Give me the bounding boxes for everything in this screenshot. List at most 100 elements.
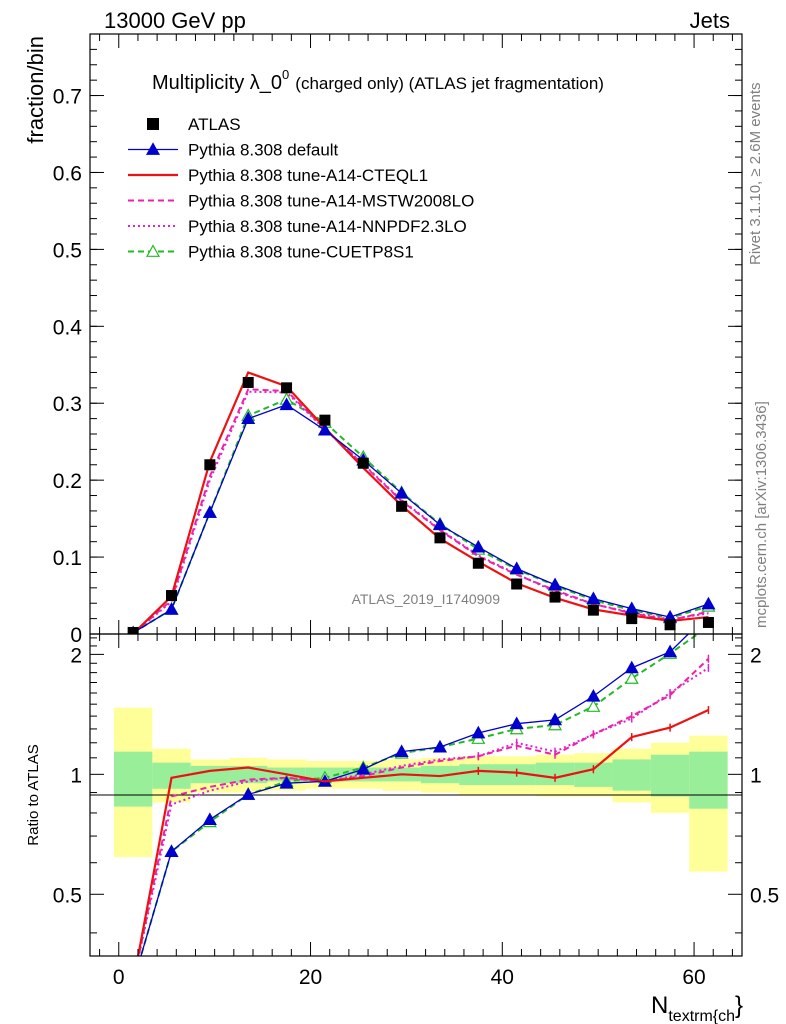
legend-marker-cuetp: [145, 244, 161, 257]
x-tick-label: 0: [113, 966, 125, 989]
x-axis-label: Ntextrm{ch}: [651, 992, 743, 1024]
x-tick-label: 20: [299, 966, 322, 989]
ratio-marker-default: [432, 739, 447, 753]
rivet-version-label: Rivet 3.1.10, ≥ 2.6M events: [747, 83, 764, 266]
plot-title: Multiplicity λ_00 (charged only) (ATLAS j…: [152, 67, 604, 94]
ratio-marker-default: [279, 775, 294, 789]
legend-label-nnpdf: Pythia 8.308 tune-A14-NNPDF2.3LO: [188, 217, 467, 236]
main-y-tick-label: 0.6: [53, 162, 82, 185]
legend-entry-cuetp: Pythia 8.308 tune-CUETP8S1: [128, 243, 414, 262]
atlas-data-point: [204, 459, 216, 471]
x-axis-label-tail: }: [735, 992, 743, 1019]
ratio-marker-default: [164, 844, 179, 857]
main-marker-default: [701, 596, 716, 610]
atlas-data-point: [242, 376, 254, 388]
main-y-tick-label: 0.5: [53, 239, 82, 262]
ratio-line-mstw: [137, 658, 710, 956]
main-marker-default: [586, 591, 601, 605]
ratio-y-tick-label: 1: [70, 764, 82, 787]
observable-category-label: Jets: [690, 8, 730, 33]
ratio-marker-default: [394, 744, 409, 758]
legend-label-cteql1: Pythia 8.308 tune-A14-CTEQL1: [188, 166, 428, 185]
title-main: Multiplicity λ_0: [152, 72, 282, 94]
ratio-y-tick-label-right: 2: [750, 644, 762, 667]
title-subtext: (charged only) (ATLAS jet fragmentation): [295, 74, 604, 93]
main-marker-default: [432, 517, 447, 531]
ratio-marker-default: [509, 716, 524, 730]
atlas-data-point: [587, 604, 599, 616]
ratio-line-cuetp: [139, 634, 700, 956]
main-y-axis-label: fraction/bin: [23, 36, 48, 144]
legend-entry-atlas: ATLAS: [147, 115, 241, 134]
atlas-data-point: [549, 591, 561, 603]
legend-entry-mstw: Pythia 8.308 tune-A14-MSTW2008LO: [128, 192, 474, 211]
ratio-band-inner: [190, 765, 230, 784]
atlas-data-point: [511, 578, 523, 590]
main-y-tick-label: 0.1: [53, 547, 82, 570]
ratio-plot-frame: [89, 633, 743, 957]
main-marker-default: [471, 539, 486, 553]
main-marker-default: [509, 561, 524, 575]
ratio-y-axis-label: Ratio to ATLAS: [25, 744, 42, 845]
ratio-band-inner: [689, 751, 728, 809]
main-marker-default: [241, 411, 256, 425]
ratio-marker-cuetp: [624, 671, 639, 684]
legend-swatch-atlas: [147, 118, 159, 130]
main-series-lines: [127, 371, 716, 634]
main-line-default: [132, 404, 709, 634]
atlas-data-point: [166, 590, 177, 602]
main-marker-default: [279, 397, 294, 411]
atlas-data-point: [127, 626, 139, 634]
ratio-y-tick-label: 2: [70, 644, 82, 667]
x-tick-label: 40: [491, 966, 514, 989]
x-tick-label: 60: [682, 966, 705, 989]
title-superscript: 0: [282, 67, 289, 82]
atlas-data-point: [281, 382, 293, 394]
analysis-watermark: ATLAS_2019_I1740909: [352, 591, 501, 607]
ratio-line-cteql1: [137, 709, 709, 956]
ratio-marker-cuetp: [586, 699, 601, 712]
main-line-mstw: [132, 388, 709, 634]
legend-entry-default: Pythia 8.308 default: [128, 141, 339, 160]
atlas-data-point: [396, 500, 408, 512]
ratio-band-inner: [612, 759, 651, 791]
legend-marker-default: [145, 142, 161, 155]
ratio-y-tick-label: 0.5: [53, 884, 82, 907]
ratio-marker-default: [471, 725, 486, 739]
ratio-uncertainty-bands: [113, 707, 728, 872]
legend-label-default: Pythia 8.308 default: [188, 141, 339, 160]
ratio-marker-default: [548, 712, 563, 726]
main-y-tick-label: 0.7: [53, 86, 82, 109]
main-marker-default: [317, 422, 332, 436]
ratio-marker-default: [202, 812, 217, 825]
ratio-series-lines: [137, 634, 710, 956]
atlas-data-point: [626, 613, 638, 625]
atlas-data-point: [702, 616, 714, 628]
main-y-tick-label: 0.3: [53, 393, 82, 416]
legend-entry-cteql1: Pythia 8.308 tune-A14-CTEQL1: [128, 166, 428, 185]
legend: ATLAS Pythia 8.308 default Pythia 8.308 tu…: [128, 115, 474, 262]
atlas-data-point: [472, 557, 484, 569]
legend-entry-nnpdf: Pythia 8.308 tune-A14-NNPDF2.3LO: [128, 217, 467, 236]
atlas-data-point: [434, 532, 446, 544]
ratio-band-inner: [650, 754, 690, 797]
ratio-marker-default: [624, 660, 639, 674]
main-y-tick-label: 0.2: [53, 470, 82, 493]
legend-label-atlas: ATLAS: [188, 115, 241, 134]
ratio-line-nnpdf: [137, 667, 709, 956]
atlas-data-point: [357, 457, 369, 469]
ratio-y-tick-label-right: 1: [750, 764, 762, 787]
main-marker-default: [548, 577, 563, 591]
legend-label-cuetp: Pythia 8.308 tune-CUETP8S1: [188, 243, 414, 262]
main-y-tick-label: 0: [70, 624, 82, 647]
axes-ticks: 0 0.1 0.2 0.3 0.4 0.5 0.6 0.7 0 20 40 60 0.5 0.5 1 1 2 2: [53, 33, 779, 989]
ratio-marker-default: [356, 761, 371, 775]
mcplots-credit-label: mcplots.cern.ch [arXiv:1306.3436]: [753, 401, 770, 628]
main-marker-default: [202, 505, 217, 518]
legend-label-mstw: Pythia 8.308 tune-A14-MSTW2008LO: [188, 192, 474, 211]
atlas-data-point: [664, 619, 676, 631]
main-y-tick-label: 0.4: [53, 316, 83, 339]
process-label: 13000 GeV pp: [104, 8, 246, 33]
ratio-line-default: [140, 634, 690, 956]
